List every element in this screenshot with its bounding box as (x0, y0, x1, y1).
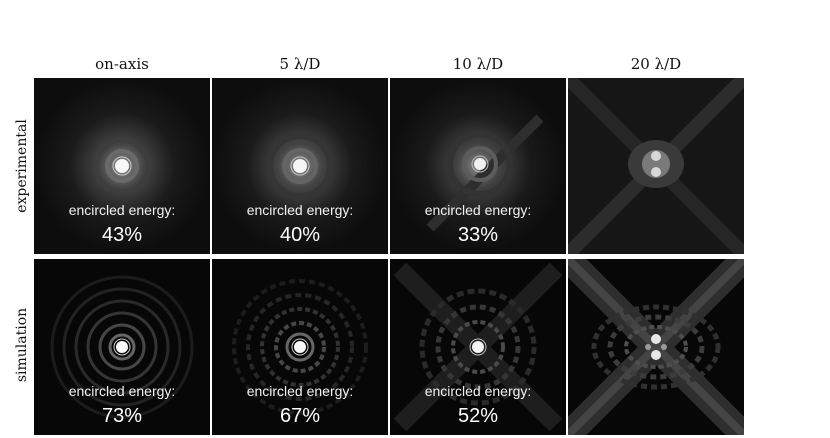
panel-simulation-10-lambda-d: encircled energy: 52% (390, 259, 566, 435)
panel-experimental-20-lambda-d (568, 78, 744, 254)
encircled-energy-value: 52% (457, 405, 499, 427)
psf-image-simulation-5-lambda-d (212, 259, 388, 435)
panel-experimental-on-axis: encircled energy: 43% (34, 78, 210, 254)
psf-image-grid: encircled energy: 43% encircled energy: … (34, 78, 744, 435)
column-header-10-lambda-d: 10 λ/D (452, 55, 504, 73)
panel-simulation-5-lambda-d: encircled energy: 67% (212, 259, 388, 435)
encircled-energy-value: 33% (457, 224, 499, 246)
encircled-energy-label: encircled energy: (68, 383, 176, 399)
encircled-energy-label: encircled energy: (68, 202, 176, 218)
panel-simulation-on-axis: encircled energy: 73% (34, 259, 210, 435)
column-header-5-lambda-d: 5 λ/D (279, 55, 321, 73)
psf-image-simulation-10-lambda-d (390, 259, 566, 435)
encircled-energy-value: 73% (101, 405, 143, 427)
psf-image-experimental-5-lambda-d (212, 78, 388, 254)
encircled-energy-label: encircled energy: (246, 383, 354, 399)
column-header-on-axis: on-axis (95, 55, 149, 73)
panel-experimental-10-lambda-d: encircled energy: 33% (390, 78, 566, 254)
column-header-20-lambda-d: 20 λ/D (630, 55, 682, 73)
psf-image-simulation-20-lambda-d (568, 259, 744, 435)
panel-experimental-5-lambda-d: encircled energy: 40% (212, 78, 388, 254)
encircled-energy-label: encircled energy: (424, 202, 532, 218)
psf-image-simulation-on-axis (34, 259, 210, 435)
encircled-energy-label: encircled energy: (246, 202, 354, 218)
psf-image-experimental-20-lambda-d (568, 78, 744, 254)
row-label-simulation: simulation (14, 307, 30, 383)
panel-simulation-20-lambda-d (568, 259, 744, 435)
encircled-energy-value: 40% (279, 224, 321, 246)
encircled-energy-label: encircled energy: (424, 383, 532, 399)
encircled-energy-value: 43% (101, 224, 143, 246)
encircled-energy-value: 67% (279, 405, 321, 427)
row-label-experimental: experimental (14, 119, 30, 213)
psf-image-experimental-on-axis (34, 78, 210, 254)
psf-image-experimental-10-lambda-d (390, 78, 566, 254)
